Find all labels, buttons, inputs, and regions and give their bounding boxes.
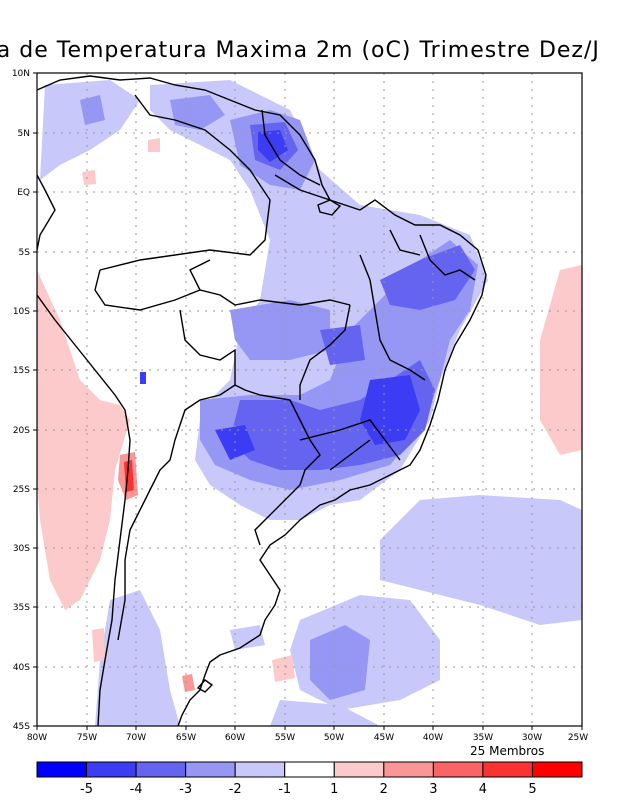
lon-label: 55W — [275, 733, 295, 743]
anomaly-region-plus2 — [182, 674, 195, 692]
lat-label: EQ — [17, 188, 30, 198]
anomaly-region-plus1 — [82, 170, 96, 185]
colorbar-swatch — [333, 761, 385, 778]
state-border — [419, 234, 476, 281]
map-frame — [36, 72, 583, 727]
colorbar-tick-label: 3 — [429, 782, 437, 797]
anomaly-region-plus1 — [92, 628, 105, 662]
lat-label: 30S — [13, 544, 30, 554]
colorbar-swatch — [135, 761, 187, 778]
anomaly-region-minus1 — [40, 80, 140, 180]
colorbar-swatch — [432, 761, 484, 778]
anomaly-region-minus1 — [95, 590, 180, 726]
anomaly-region-minus1 — [380, 495, 582, 625]
lon-label: 70W — [126, 733, 146, 743]
lon-label: 40W — [423, 733, 443, 743]
colorbar-swatch — [383, 761, 434, 778]
country-border — [299, 304, 351, 400]
pacific-coastline — [37, 174, 56, 251]
colorbar-tick-label: 1 — [330, 782, 338, 797]
lon-label: 30W — [522, 733, 542, 743]
members-label: 25 Membros — [470, 744, 545, 758]
tick-marks — [33, 72, 583, 730]
country-border — [179, 309, 321, 486]
anomaly-region-plus1 — [272, 655, 295, 682]
country-border — [94, 269, 351, 311]
lon-label: 35W — [473, 733, 493, 743]
anomaly-region-minus3 — [380, 245, 475, 310]
colorbar-tick-label: -5 — [80, 782, 93, 797]
graticule — [37, 73, 582, 726]
anomaly-region-plus1 — [540, 265, 582, 455]
south-america-coastline — [37, 75, 487, 726]
colorbar-labels: -5 -4 -3 -2 -1 1 2 3 4 5 — [80, 782, 537, 797]
lon-label: 75W — [77, 733, 97, 743]
state-border — [329, 439, 371, 471]
lon-label: 65W — [176, 733, 196, 743]
country-border — [99, 94, 271, 271]
state-border — [299, 419, 401, 461]
colorbar-tick-label: 4 — [479, 782, 487, 797]
anomaly-region-minus1 — [270, 700, 380, 726]
anomaly-region-plus1 — [37, 270, 130, 610]
colorbar-tick-label: -3 — [179, 782, 192, 797]
map-title: Ta de Temperatura Maxima 2m (oC) Trimest… — [0, 38, 600, 63]
lat-label: 5N — [18, 129, 30, 139]
lat-label: 20S — [13, 426, 30, 436]
state-border — [274, 174, 331, 201]
colorbar-tick-label: -1 — [278, 782, 291, 797]
anomaly-region-plus1 — [148, 138, 160, 152]
colorbar-tick-label: 2 — [380, 782, 388, 797]
anomaly-shading — [37, 80, 582, 726]
colorbar-tick-label: -4 — [130, 782, 143, 797]
coastlines-borders — [37, 75, 487, 726]
anomaly-region-minus1 — [230, 625, 265, 650]
lat-label: 25S — [13, 485, 30, 495]
state-border — [389, 229, 421, 256]
lat-label: 10S — [13, 307, 30, 317]
lon-label: 60W — [225, 733, 245, 743]
anomaly-region-minus2 — [230, 300, 330, 360]
colorbar-swatch — [36, 761, 88, 778]
island — [317, 199, 342, 216]
anomaly-region-minus2 — [80, 95, 105, 125]
anomaly-region-minus3 — [320, 325, 365, 365]
lon-label: 50W — [324, 733, 344, 743]
country-border — [254, 484, 301, 546]
colorbar-swatch — [185, 761, 236, 778]
lat-label: 10N — [12, 69, 30, 79]
colorbar-swatch — [86, 761, 137, 778]
anomaly-region-minus4 — [140, 372, 146, 384]
lat-label: 45S — [13, 722, 30, 732]
lon-label: 25W — [568, 733, 588, 743]
colorbar-tick-label: -2 — [229, 782, 242, 797]
colorbar-swatch — [482, 761, 533, 778]
colorbar-swatch — [234, 761, 286, 778]
lon-label: 45W — [374, 733, 394, 743]
anomaly-region-minus2 — [310, 625, 370, 700]
lat-label: 35S — [13, 603, 30, 613]
lat-label: 5S — [19, 248, 31, 258]
lat-label: 15S — [13, 366, 30, 376]
longitude-labels: 80W 75W 70W 65W 60W 55W 50W 45W 40W 35W … — [27, 733, 588, 743]
state-border — [261, 109, 321, 186]
country-border — [117, 384, 236, 641]
country-border — [189, 259, 211, 291]
anomaly-region-minus4 — [258, 130, 288, 162]
anomaly-region-minus2 — [170, 95, 225, 130]
pacific-coastline — [37, 294, 131, 726]
colorbar-swatch — [531, 761, 583, 778]
lon-label: 80W — [27, 733, 47, 743]
lat-label: 40S — [13, 663, 30, 673]
country-border — [359, 254, 426, 381]
colorbar-swatch — [284, 761, 335, 778]
colorbar — [36, 761, 583, 778]
latitude-labels: 10N 5N EQ 5S 10S 15S 20S 25S 30S 35S 40S… — [12, 69, 30, 732]
island — [196, 679, 214, 693]
colorbar-tick-label: 5 — [528, 782, 536, 797]
